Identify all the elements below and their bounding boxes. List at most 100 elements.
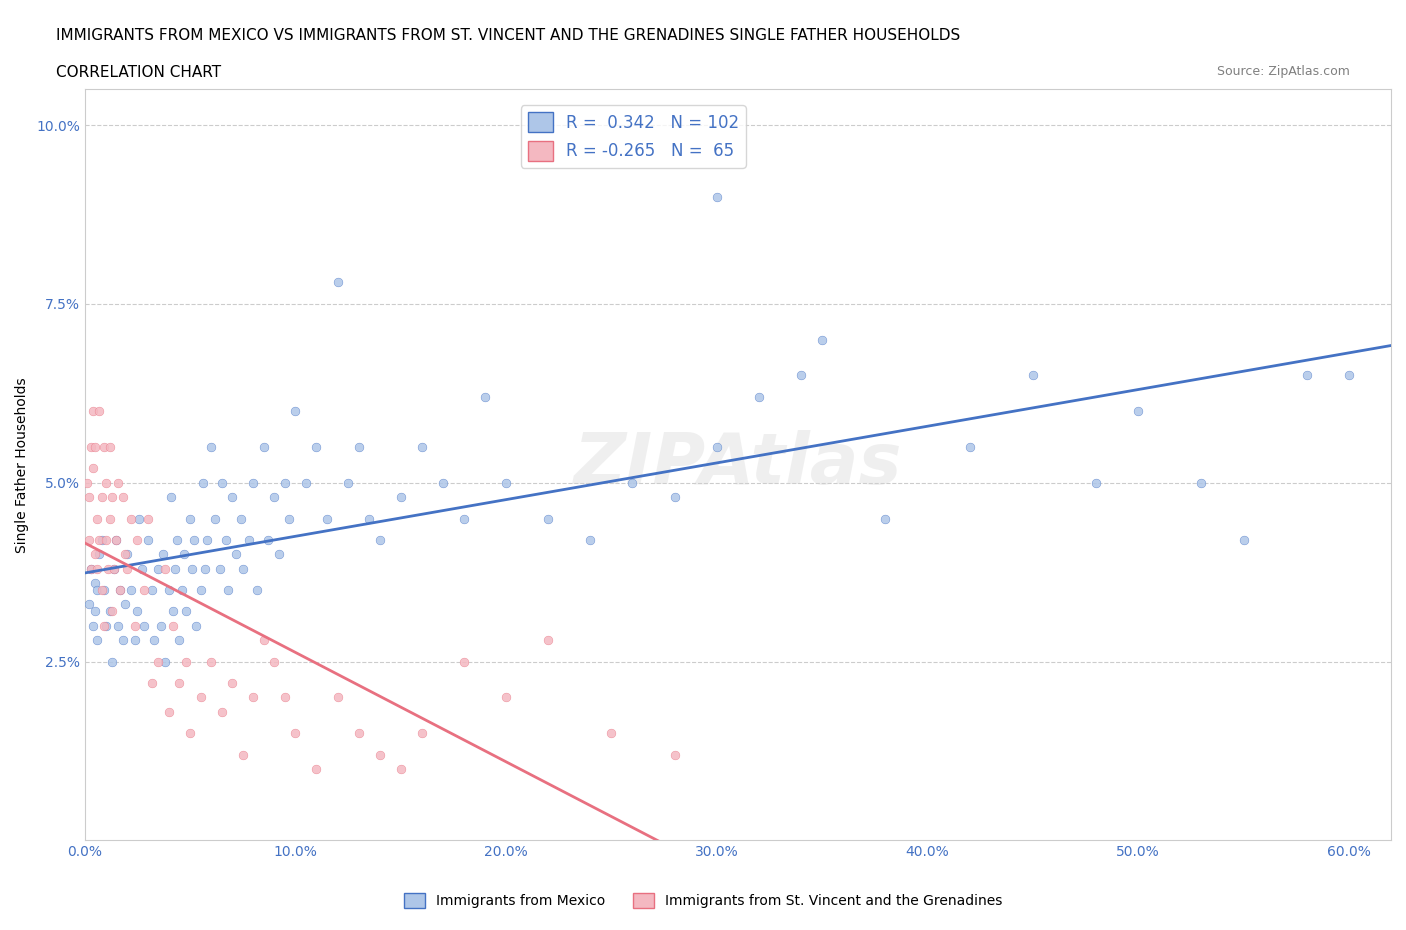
Point	[94, 618, 117, 633]
Point	[101, 654, 124, 669]
Point	[183, 533, 205, 548]
Point	[664, 489, 686, 504]
Point	[181, 561, 204, 576]
Point	[242, 690, 264, 705]
Point	[173, 547, 195, 562]
Point	[80, 440, 103, 455]
Point	[229, 512, 252, 526]
Point	[120, 512, 142, 526]
Point	[221, 675, 243, 690]
Point	[221, 489, 243, 504]
Point	[128, 512, 150, 526]
Point	[105, 533, 128, 548]
Point	[110, 582, 132, 597]
Point	[194, 561, 217, 576]
Point	[131, 561, 153, 576]
Point	[160, 489, 183, 504]
Point	[141, 582, 163, 597]
Point	[105, 533, 128, 548]
Point	[153, 654, 176, 669]
Point	[149, 618, 172, 633]
Point	[111, 632, 134, 647]
Point	[195, 533, 218, 548]
Point	[389, 762, 412, 777]
Point	[93, 618, 115, 633]
Point	[169, 632, 191, 647]
Point	[316, 512, 339, 526]
Point	[600, 725, 623, 740]
Point	[86, 632, 108, 647]
Point	[190, 690, 212, 705]
Point	[191, 475, 214, 490]
Point	[305, 762, 328, 777]
Point	[200, 440, 222, 455]
Point	[152, 547, 174, 562]
Point	[148, 561, 170, 576]
Point	[101, 604, 124, 619]
Point	[1337, 368, 1360, 383]
Point	[93, 582, 115, 597]
Point	[86, 582, 108, 597]
Point	[278, 512, 301, 526]
Legend: Immigrants from Mexico, Immigrants from St. Vincent and the Grenadines: Immigrants from Mexico, Immigrants from …	[398, 888, 1008, 914]
Point	[77, 489, 100, 504]
Point	[136, 533, 159, 548]
Point	[115, 561, 138, 576]
Point	[179, 725, 201, 740]
Point	[253, 632, 276, 647]
Point	[748, 390, 770, 405]
Point	[89, 547, 111, 562]
Point	[186, 618, 208, 633]
Point	[432, 475, 454, 490]
Point	[174, 654, 197, 669]
Point	[165, 561, 187, 576]
Point	[103, 561, 125, 576]
Point	[295, 475, 318, 490]
Point	[453, 654, 475, 669]
Point	[98, 440, 121, 455]
Point	[359, 512, 381, 526]
Point	[103, 561, 125, 576]
Point	[174, 604, 197, 619]
Point	[170, 582, 193, 597]
Point	[1232, 533, 1254, 548]
Point	[120, 582, 142, 597]
Point	[1295, 368, 1317, 383]
Point	[124, 618, 146, 633]
Point	[89, 533, 111, 548]
Point	[90, 582, 112, 597]
Point	[305, 440, 328, 455]
Point	[246, 582, 269, 597]
Point	[84, 604, 107, 619]
Point	[204, 512, 226, 526]
Point	[411, 440, 433, 455]
Point	[94, 475, 117, 490]
Point	[132, 582, 155, 597]
Point	[90, 533, 112, 548]
Point	[1022, 368, 1045, 383]
Point	[211, 704, 233, 719]
Point	[474, 390, 496, 405]
Point	[77, 597, 100, 612]
Point	[80, 561, 103, 576]
Point	[200, 654, 222, 669]
Point	[93, 440, 115, 455]
Point	[114, 547, 136, 562]
Point	[136, 512, 159, 526]
Point	[179, 512, 201, 526]
Legend: R =  0.342   N = 102, R = -0.265   N =  65: R = 0.342 N = 102, R = -0.265 N = 65	[522, 105, 745, 167]
Point	[326, 690, 349, 705]
Point	[115, 547, 138, 562]
Point	[337, 475, 360, 490]
Point	[98, 512, 121, 526]
Point	[1128, 404, 1150, 418]
Point	[217, 582, 239, 597]
Point	[1085, 475, 1108, 490]
Point	[257, 533, 280, 548]
Point	[211, 475, 233, 490]
Point	[284, 404, 307, 418]
Point	[169, 675, 191, 690]
Point	[190, 582, 212, 597]
Point	[111, 489, 134, 504]
Point	[495, 690, 517, 705]
